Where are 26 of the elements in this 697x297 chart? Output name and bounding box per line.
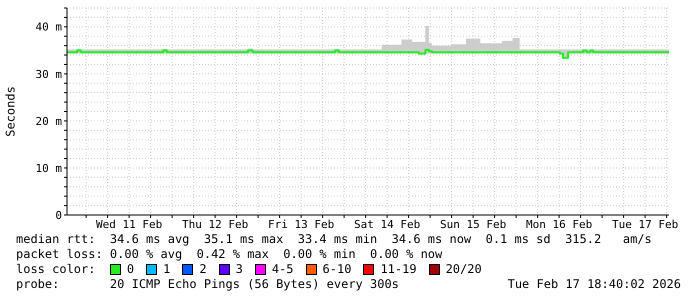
y-axis-title: Seconds <box>3 86 18 137</box>
y-tick-label: 30 m <box>36 68 62 81</box>
text: median rtt: 34.6 ms avg 35.1 ms max 33.4 ms min 34.6 ms now 0.1 ms sd 315.2 am/s <box>16 232 653 247</box>
y-tick-label: 10 m <box>36 162 62 175</box>
legend-label: 3 <box>236 262 243 277</box>
y-tick-label: 40 m <box>36 20 62 34</box>
legend-label: 11-19 <box>380 262 417 277</box>
y-tick-label: 0 <box>55 208 62 222</box>
x-tick-label: Fri 13 Feb <box>268 218 334 231</box>
x-tick-label: Wed 11 Feb <box>96 218 162 231</box>
legend-label: 4-5 <box>272 262 294 277</box>
legend-label: 0 <box>126 262 134 277</box>
legend-label: 2 <box>199 262 207 277</box>
legend-title: loss color: <box>16 262 96 277</box>
x-tick-label: Sun 15 Feb <box>440 218 506 231</box>
legend-label: 1 <box>163 262 170 277</box>
x-tick-label: Thu 12 Feb <box>182 218 248 231</box>
x-tick-label: Mon 16 Feb <box>526 218 592 231</box>
text: probe: 20 ICMP Echo Pings (56 Bytes) every 300s <box>16 277 399 292</box>
text: packet loss: 0.00 % avg 0.42 % max 0.00 % min 0.00 % now <box>16 247 444 262</box>
x-tick-label: Tue 17 Feb <box>612 218 678 231</box>
x-tick-label: Sat 14 Feb <box>354 218 420 231</box>
y-tick-label: 20 m <box>36 114 62 128</box>
text: Tue Feb 17 18:40:02 2026 <box>508 277 681 292</box>
legend-label: 20/20 <box>446 262 482 277</box>
legend-label: 6-10 <box>322 262 352 277</box>
